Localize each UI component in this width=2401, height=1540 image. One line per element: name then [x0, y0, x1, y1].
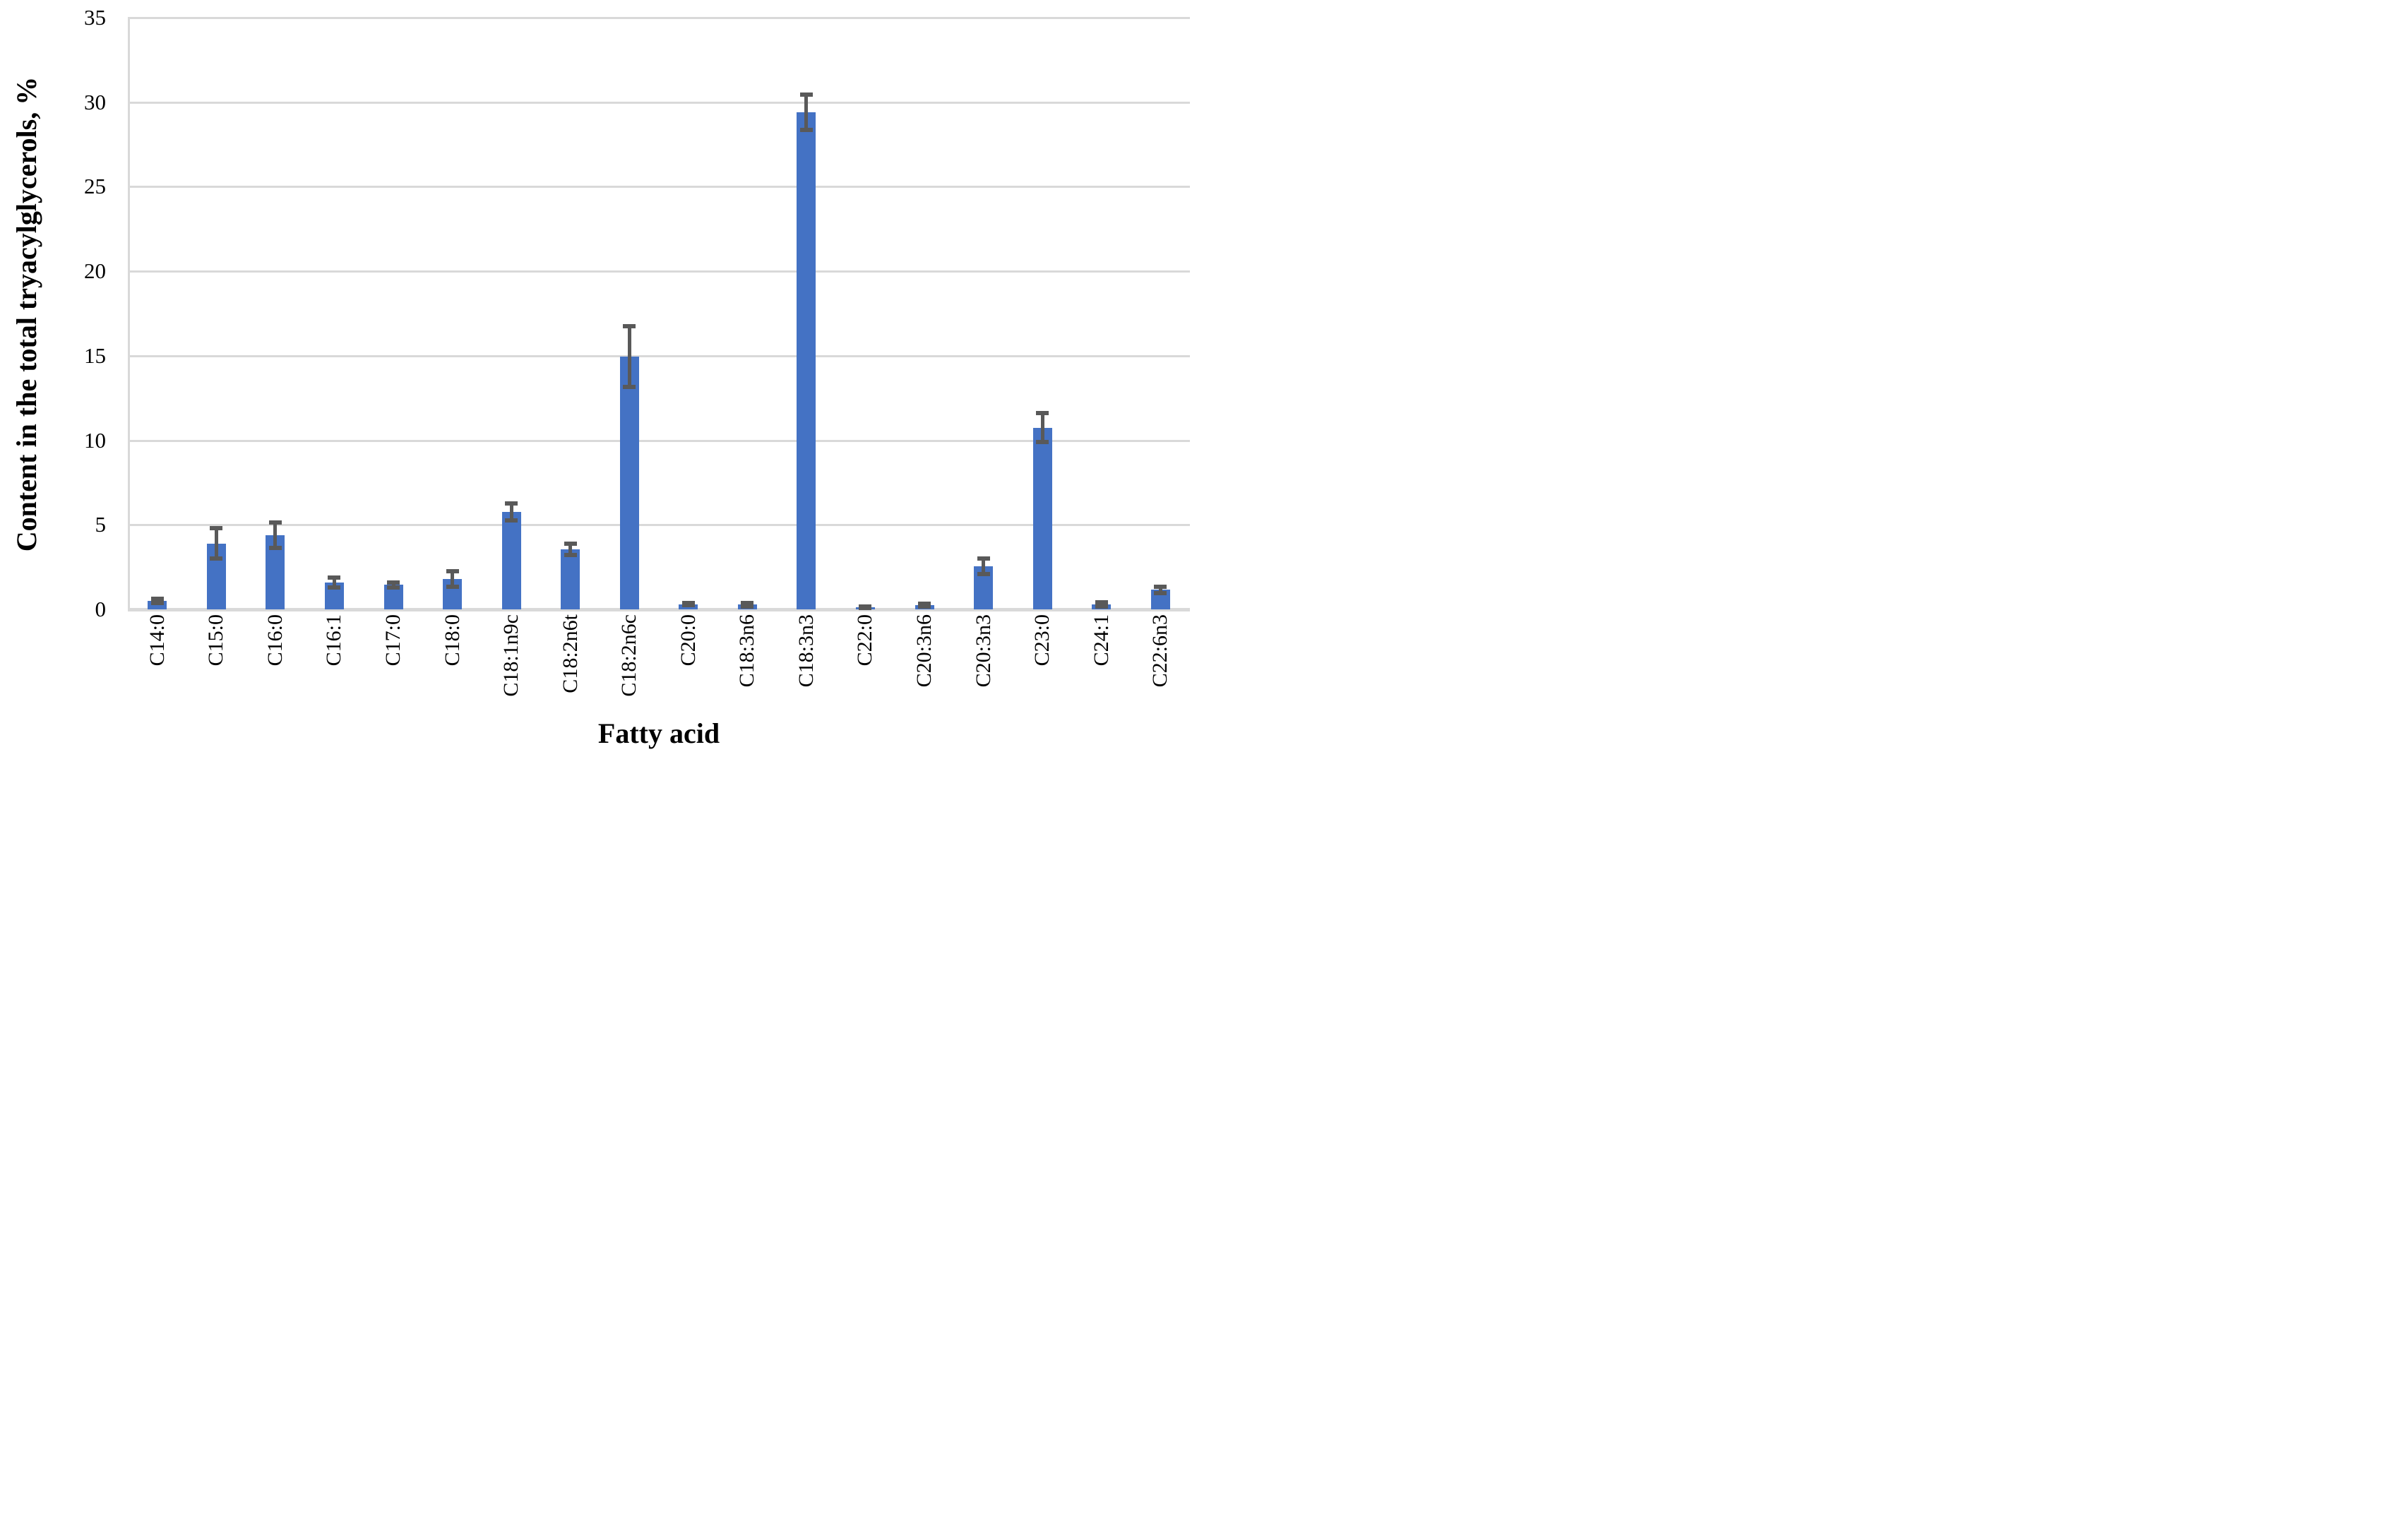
y-tick-label-10: 10	[84, 427, 106, 453]
y-tick-label-0: 0	[95, 597, 107, 621]
y-axis-line	[128, 18, 130, 611]
x-label-bar-c22-6n3: C22:6n3	[1148, 614, 1172, 688]
bar-c18-3n3	[797, 112, 816, 609]
error-cap-top-bar-c18-1n9c	[505, 501, 518, 506]
error-bar-bar-c18-3n3	[804, 94, 809, 131]
x-label-bar-c20-3n3: C20:3n3	[971, 614, 995, 688]
error-cap-bottom-bar-c22-0	[859, 606, 872, 611]
x-label-bar-c20-3n6: C20:3n6	[912, 614, 936, 688]
x-label-bar-c23-0: C23:0	[1030, 614, 1054, 667]
error-cap-top-bar-c18-2n6c	[623, 323, 636, 328]
error-bar-bar-c18-0	[451, 571, 455, 587]
x-axis-line	[128, 608, 1190, 611]
error-cap-top-bar-c17-0	[387, 580, 400, 585]
error-cap-top-bar-c18-3n3	[799, 92, 813, 97]
x-label-bar-c18-0: C18:0	[440, 614, 464, 667]
y-tick-label-35: 35	[84, 5, 106, 30]
x-label-bar-c14-0: C14:0	[145, 614, 169, 667]
bar-c23-0	[1032, 427, 1052, 609]
x-label-bar-c16-1: C16:1	[322, 614, 346, 667]
gridline-35	[128, 17, 1190, 19]
error-bar-bar-c16-1	[332, 577, 336, 587]
error-cap-top-bar-c18-2n6t	[564, 541, 577, 546]
error-cap-bottom-bar-c18-0	[446, 584, 459, 589]
bar-c18-2n6c	[619, 357, 639, 609]
error-cap-top-bar-c20-3n3	[977, 556, 990, 561]
error-bar-bar-c17-0	[391, 582, 395, 587]
gridline-10	[128, 439, 1190, 442]
x-axis-title: Fatty acid	[597, 717, 720, 749]
gridline-20	[128, 270, 1190, 273]
gridline-25	[128, 186, 1190, 189]
y-tick-label-25: 25	[84, 174, 106, 199]
error-cap-bottom-bar-c15-0	[210, 556, 223, 561]
error-bar-bar-c16-0	[273, 522, 278, 548]
y-tick-label-30: 30	[84, 89, 106, 114]
y-tick-label-15: 15	[84, 342, 106, 368]
error-bar-bar-c18-2n6c	[627, 326, 631, 388]
error-cap-bottom-bar-c23-0	[1036, 439, 1049, 444]
bar-c18-2n6t	[561, 549, 580, 609]
x-label-bar-c22-0: C22:0	[853, 614, 877, 667]
bar-c18-1n9c	[501, 512, 521, 609]
error-bar-bar-c15-0	[214, 528, 218, 559]
error-cap-top-bar-c16-1	[328, 575, 341, 580]
error-cap-bottom-bar-c18-2n6t	[564, 553, 577, 558]
error-cap-bottom-bar-c22-6n3	[1154, 590, 1167, 595]
error-cap-top-bar-c20-0	[681, 601, 695, 606]
error-cap-bottom-bar-c20-0	[681, 603, 695, 608]
error-cap-bottom-bar-c20-3n3	[977, 571, 990, 576]
error-bar-bar-c18-1n9c	[509, 503, 513, 521]
error-cap-bottom-bar-c18-2n6c	[623, 385, 636, 390]
gridline-30	[128, 101, 1190, 104]
y-axis-title: Content in the total tryacylglycerols, %	[11, 76, 42, 552]
error-cap-bottom-bar-c24-1	[1095, 604, 1108, 609]
x-label-bar-c24-1: C24:1	[1089, 614, 1113, 667]
error-cap-bottom-bar-c18-3n6	[741, 604, 754, 609]
error-cap-bottom-bar-c17-0	[387, 585, 400, 590]
bar-c14-0	[148, 601, 167, 609]
error-cap-bottom-bar-c16-1	[328, 585, 341, 590]
y-tick-label-5: 5	[95, 512, 107, 537]
x-label-bar-c17-0: C17:0	[381, 614, 405, 667]
x-label-bar-c16-0: C16:0	[263, 614, 287, 667]
error-cap-top-bar-c18-3n6	[741, 600, 754, 605]
error-cap-bottom-bar-c14-0	[150, 600, 164, 605]
error-cap-bottom-bar-c20-3n6	[918, 604, 931, 609]
error-cap-top-bar-c18-0	[446, 569, 459, 574]
error-cap-bottom-bar-c16-0	[268, 545, 282, 550]
gridline-5	[128, 524, 1190, 527]
bar-chart: 0 5 10 15 20 25 30 35 C14:0 C15:0 C16:0 C16:1 C17:0 C…	[0, 0, 1200, 770]
error-bar-bar-c22-6n3	[1158, 587, 1162, 593]
error-cap-top-bar-c22-6n3	[1154, 585, 1167, 590]
error-bar-bar-c18-2n6t	[568, 543, 573, 556]
error-bar-bar-c23-0	[1040, 413, 1044, 442]
error-cap-bottom-bar-c18-1n9c	[505, 518, 518, 523]
error-cap-bottom-bar-c18-3n3	[799, 128, 813, 133]
y-tick-label-20: 20	[84, 258, 106, 284]
error-cap-top-bar-c24-1	[1095, 599, 1108, 604]
x-label-bar-c15-0: C15:0	[204, 614, 228, 667]
error-bar-bar-c20-3n3	[982, 559, 986, 574]
error-cap-top-bar-c23-0	[1036, 411, 1049, 416]
error-cap-top-bar-c14-0	[150, 597, 164, 602]
gridline-15	[128, 354, 1190, 357]
error-cap-top-bar-c20-3n6	[918, 601, 931, 606]
error-cap-top-bar-c16-0	[268, 520, 282, 525]
error-cap-top-bar-c15-0	[210, 526, 223, 531]
